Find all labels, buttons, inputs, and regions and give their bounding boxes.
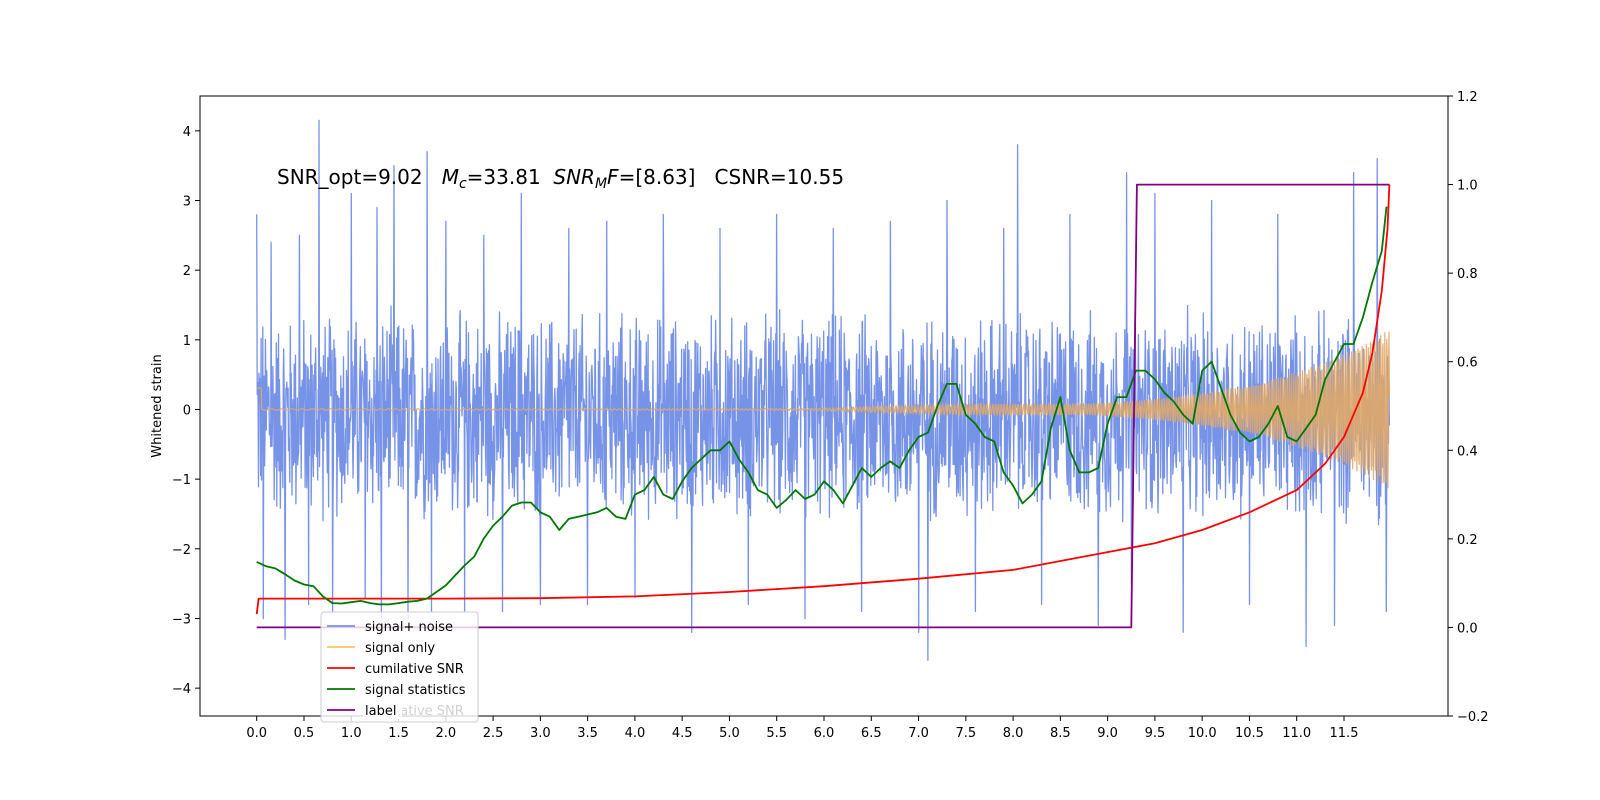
x-tick-label: 3.5: [577, 726, 598, 741]
legend-label: signal only: [365, 641, 435, 656]
stats-annotation: SNR_opt=9.02 Mc=33.81 SNRMF=[8.63] CSNR=…: [277, 165, 844, 192]
legend-label: label: [365, 704, 396, 719]
legend-label: signal+ noise: [365, 620, 453, 635]
x-tick-label: 0.5: [294, 726, 315, 741]
y2-tick-label: 0.2: [1457, 533, 1478, 548]
y-tick-label: −4: [172, 682, 191, 697]
x-tick-label: 11.5: [1330, 726, 1359, 741]
legend: signal+ noise signal only cumilative SNR si…: [320, 611, 479, 723]
legend-box: [320, 611, 479, 723]
x-tick-label: 9.0: [1097, 726, 1118, 741]
axis-ticks: 0.0 0.5 1.0 1.5 2.0 2.5 3.0 3.5 4.0 4.5 5.0 5.5 6.0 6…: [172, 90, 1489, 741]
annotation-part: SNR_opt=9.02: [277, 165, 442, 189]
y-tick-label: 4: [183, 125, 191, 140]
annotation-part: SNR: [553, 165, 595, 189]
x-tick-label: 6.5: [861, 726, 882, 741]
y2-tick-label: 0.4: [1457, 444, 1478, 459]
y2-tick-label: 0.8: [1457, 267, 1478, 282]
y-tick-label: 2: [183, 264, 191, 279]
y-tick-label: −3: [172, 612, 191, 627]
y-tick-label: −2: [172, 543, 191, 558]
legend-label: signal statistics: [365, 683, 466, 698]
x-tick-label: 0.0: [246, 726, 267, 741]
y2-tick-label: 1.2: [1457, 90, 1478, 105]
x-tick-label: 6.0: [814, 726, 835, 741]
y2-tick-label: 1.0: [1457, 179, 1478, 194]
annotation-part: c: [459, 176, 467, 192]
series-signal-statistics: [256, 206, 1388, 606]
x-tick-label: 10.5: [1235, 726, 1264, 741]
x-tick-label: 5.0: [719, 726, 740, 741]
y2-tick-label: 0.6: [1457, 356, 1478, 371]
x-tick-label: 5.5: [766, 726, 787, 741]
annotation-part: M: [442, 165, 459, 189]
y-tick-label: 0: [183, 403, 191, 418]
plot-area: [255, 119, 1391, 661]
x-tick-label: 3.0: [530, 726, 551, 741]
x-tick-label: 8.5: [1050, 726, 1071, 741]
x-tick-label: 11.0: [1282, 726, 1311, 741]
y2-tick-label: −0.2: [1457, 710, 1489, 725]
annotation-part: F: [607, 165, 619, 189]
series-label: [256, 183, 1390, 629]
series-cumilative-snr: [255, 184, 1391, 615]
annotation-part: M: [595, 176, 607, 192]
x-tick-label: 10.0: [1188, 726, 1217, 741]
y-axis-label: Whitened strain: [150, 354, 165, 457]
x-tick-label: 2.5: [483, 726, 504, 741]
legend-label-bg: [363, 701, 402, 719]
y-tick-label: 1: [183, 334, 191, 349]
x-tick-label: 2.0: [435, 726, 456, 741]
x-tick-label: 7.5: [955, 726, 976, 741]
annotation-part: =33.81: [467, 165, 554, 189]
x-tick-label: 1.0: [341, 726, 362, 741]
x-tick-label: 4.0: [625, 726, 646, 741]
y-tick-label: −1: [172, 473, 191, 488]
x-tick-label: 4.5: [672, 726, 693, 741]
annotation-part: =[8.63] CSNR=10.55: [619, 165, 845, 189]
legend-label: cumilative SNR: [365, 662, 464, 677]
series-signal-only: [256, 331, 1390, 489]
x-tick-label: 7.0: [908, 726, 929, 741]
y-tick-label: 3: [183, 194, 191, 209]
x-tick-label: 8.0: [1003, 726, 1024, 741]
y2-tick-label: 0.0: [1457, 621, 1478, 636]
x-tick-label: 1.5: [388, 726, 409, 741]
x-tick-label: 9.5: [1145, 726, 1166, 741]
